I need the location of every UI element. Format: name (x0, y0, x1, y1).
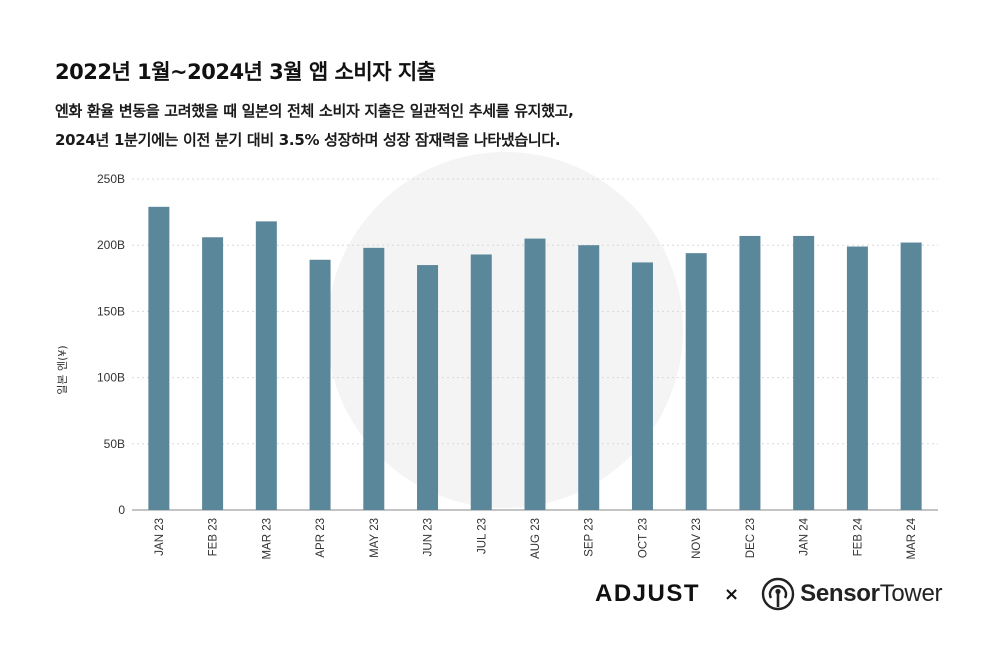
y-tick-label: 200B (97, 238, 125, 252)
bar (148, 206, 170, 510)
y-axis-ticks: 0 50B 100B 150B 200B 250B (97, 172, 125, 517)
bar (255, 221, 277, 511)
x-tick-label: DEC 23 (745, 518, 757, 558)
bar (846, 246, 868, 511)
bar (900, 242, 922, 510)
x-tick-label: FEB 23 (208, 518, 220, 556)
collaboration-x: × (724, 583, 740, 605)
bar (417, 265, 439, 510)
x-tick-label: MAY 23 (369, 518, 381, 558)
bar (793, 235, 815, 510)
adjust-logo: ADJUST (595, 580, 701, 607)
bar (631, 262, 653, 510)
bar (524, 238, 546, 510)
x-tick-label: MAR 24 (906, 517, 918, 559)
chart-title: 2022년 1월~2024년 3월 앱 소비자 지출 (55, 60, 436, 84)
sensor-text: Sensor (800, 580, 880, 607)
bars (148, 206, 922, 511)
bar (470, 254, 492, 510)
x-tick-label: JUN 23 (423, 518, 435, 556)
y-tick-label: 0 (118, 503, 125, 517)
y-tick-label: 50B (104, 437, 125, 451)
y-tick-label: 100B (97, 371, 125, 385)
bar (363, 247, 385, 510)
x-tick-label: APR 23 (315, 518, 327, 558)
y-tick-label: 150B (97, 304, 125, 318)
footer-logos: ADJUST × SensorTower (595, 576, 943, 612)
bar (202, 237, 224, 511)
x-tick-label: AUG 23 (530, 518, 542, 559)
bar (685, 253, 707, 511)
bar (739, 235, 761, 510)
y-axis-label: 일본 엔(¥) (55, 345, 69, 394)
sensor-tower-icon (761, 577, 795, 611)
sensor-tower-logo: SensorTower (761, 576, 943, 612)
x-tick-label: NOV 23 (691, 518, 703, 559)
x-tick-label: JAN 23 (154, 518, 166, 556)
x-tick-label: SEP 23 (584, 518, 596, 557)
x-tick-label: OCT 23 (637, 518, 649, 558)
y-tick-label: 250B (97, 172, 125, 186)
chart-subtitle-line-1: 엔화 환율 변동을 고려했을 때 일본의 전체 소비자 지출은 일관적인 추세를… (55, 102, 574, 120)
bar (578, 245, 600, 510)
x-tick-label: MAR 23 (261, 518, 273, 560)
chart-subtitle-line-2: 2024년 1분기에는 이전 분기 대비 3.5% 성장하며 성장 잠재력을 나… (55, 131, 561, 149)
x-tick-label: JUL 23 (476, 518, 488, 554)
x-tick-label: FEB 24 (852, 517, 864, 556)
sensor-tower-wordmark: SensorTower (800, 580, 942, 608)
x-tick-label: JAN 24 (799, 517, 811, 555)
x-axis-ticks: JAN 23 FEB 23 MAR 23 APR 23 MAY 23 JUN 23 JUL … (154, 517, 918, 559)
tower-text: Tower (879, 580, 943, 607)
bar (309, 259, 331, 510)
